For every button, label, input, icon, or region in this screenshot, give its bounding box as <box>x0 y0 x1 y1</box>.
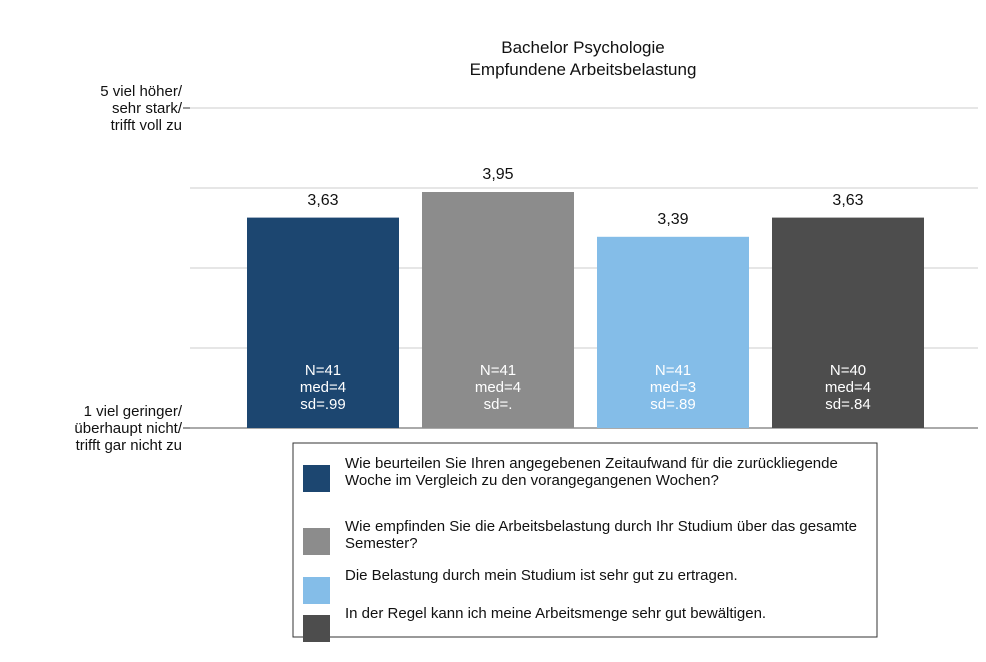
bar <box>422 192 574 428</box>
value-label: 3,39 <box>657 210 689 228</box>
y-tick-label: 5 viel höher/ sehr stark/ trifft voll zu <box>100 83 182 134</box>
legend-label: In der Regel kann ich meine Arbeitsmenge… <box>345 605 767 622</box>
legend-swatch <box>303 528 330 555</box>
legend-swatch <box>303 577 330 604</box>
chart-title: Bachelor Psychologie <box>501 38 665 57</box>
legend-label: Wie empfinden Sie die Arbeitsbelastung d… <box>345 518 857 552</box>
legend-label: Die Belastung durch mein Studium ist seh… <box>345 567 738 584</box>
bar-annotation: N=41 med=3 sd=.89 <box>649 362 697 413</box>
y-tick-label: 1 viel geringer/ überhaupt nicht/ trifft… <box>74 403 182 454</box>
value-label: 3,63 <box>832 191 864 209</box>
chart-subtitle: Empfundene Arbeitsbelastung <box>469 60 697 79</box>
legend-label: Wie beurteilen Sie Ihren angegebenen Zei… <box>345 455 838 489</box>
bar <box>597 236 749 428</box>
value-label: 3,95 <box>482 166 514 183</box>
bar-annotation: N=41 med=4 sd=.99 <box>299 362 347 413</box>
legend-box <box>292 442 878 638</box>
value-label: 3,63 <box>307 191 339 209</box>
bar <box>247 217 399 428</box>
bar-annotation: N=40 med=4 sd=.84 <box>824 362 872 413</box>
legend-swatch <box>303 615 330 642</box>
bar-annotation: N=41 med=4 sd=. <box>474 362 522 413</box>
legend-swatch <box>303 465 330 492</box>
bar <box>772 217 924 428</box>
